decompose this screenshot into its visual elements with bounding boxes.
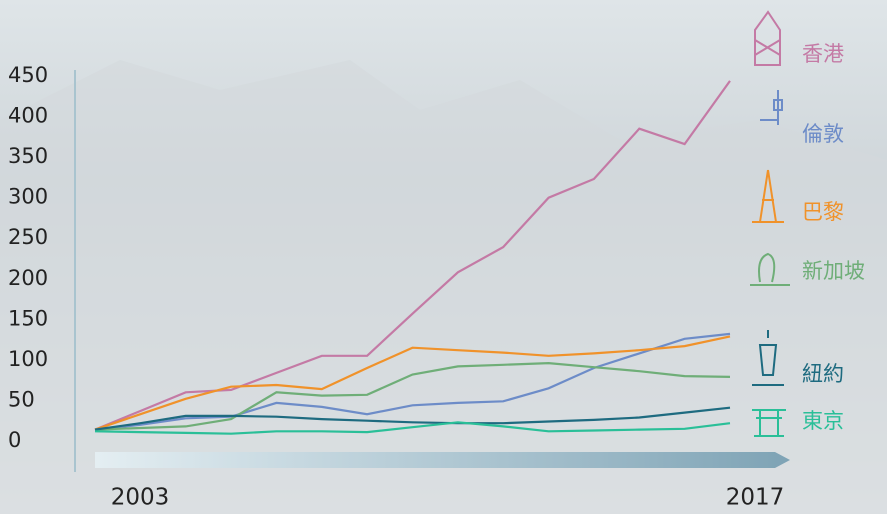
legend-label: 巴黎 [802,200,844,224]
y-tick-label: 200 [8,266,48,290]
legend-label: 東京 [802,409,844,433]
legend-label: 倫敦 [802,122,844,146]
y-tick-label: 250 [8,225,48,249]
y-tick-label: 400 [8,104,48,128]
legend-label: 新加坡 [802,259,865,283]
x-tick-label: 2003 [111,485,170,511]
mountain [0,60,887,514]
y-tick-label: 100 [8,347,48,371]
x-arrow [95,452,790,468]
y-tick-label: 150 [8,306,48,330]
x-tick-label: 2017 [726,485,785,511]
y-tick-label: 50 [8,387,35,411]
y-tick-label: 450 [8,63,48,87]
y-tick-label: 300 [8,185,48,209]
y-tick-label: 0 [8,428,21,452]
legend-label: 香港 [802,42,844,66]
chart: 2003 2017 0 50 100 150 200 250 300 350 400 450 香港倫… [0,0,887,514]
y-tick-label: 350 [8,144,48,168]
legend-label: 紐約 [802,362,844,386]
